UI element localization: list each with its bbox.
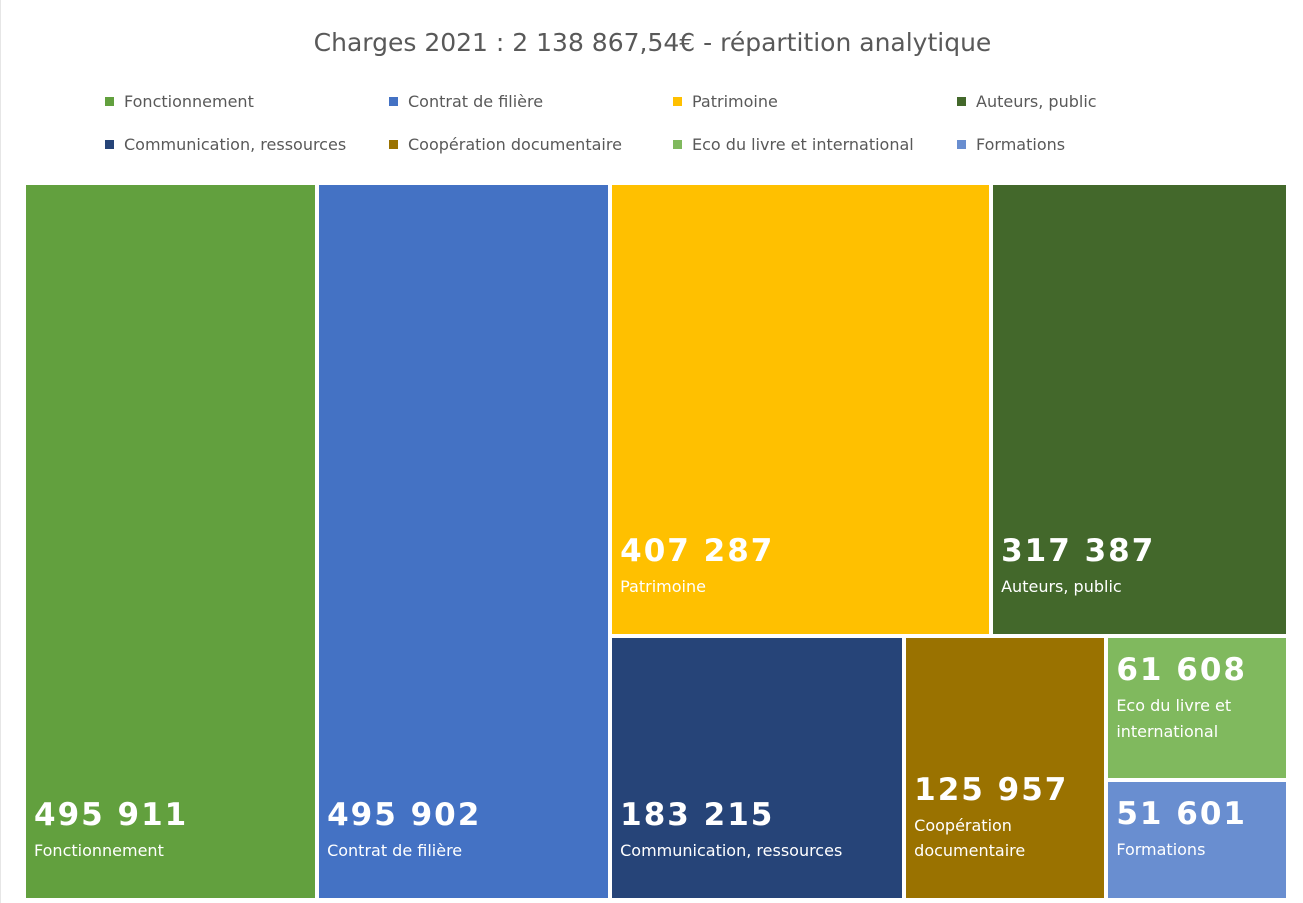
legend-label: Communication, ressources <box>124 135 347 154</box>
legend-swatch <box>957 97 966 106</box>
data-label: 51 601 <box>1116 795 1247 832</box>
cell-label: Auteurs, public <box>1001 577 1122 597</box>
legend-label: Eco du livre et international <box>692 135 914 154</box>
data-label: 317 387 <box>1001 533 1156 570</box>
legend-swatch <box>673 97 682 106</box>
cell-label: Contrat de filière <box>327 841 463 861</box>
cell-label: Formations <box>1116 839 1206 859</box>
legend-item: Eco du livre et international <box>673 135 914 154</box>
chart-title: Charges 2021 : 2 138 867,54€ - répartiti… <box>313 28 992 57</box>
data-label: 125 957 <box>914 771 1069 808</box>
legend-item: Fonctionnement <box>105 92 254 111</box>
treemap-cell: 125 957 Coopération documentaire <box>904 635 1107 900</box>
legend-item: Coopération documentaire <box>389 135 622 154</box>
legend-swatch <box>389 97 398 106</box>
legend-item: Patrimoine <box>673 92 778 111</box>
legend-label: Contrat de filière <box>408 92 544 111</box>
legend-item: Formations <box>957 135 1065 154</box>
data-label: 495 911 <box>34 797 189 834</box>
legend-label: Patrimoine <box>692 92 778 111</box>
data-label: 407 287 <box>620 533 775 570</box>
legend-label: Fonctionnement <box>124 92 254 111</box>
legend-swatch <box>673 140 682 149</box>
treemap-cell: 495 902 Contrat de filière <box>317 183 611 900</box>
treemap-cell: 51 601 Formations <box>1106 779 1288 900</box>
legend-swatch <box>389 140 398 149</box>
cell-label: Communication, ressources <box>620 841 843 861</box>
legend-swatch <box>105 140 114 149</box>
data-label: 183 215 <box>620 797 775 834</box>
legend-item: Communication, ressources <box>105 135 346 154</box>
legend-swatch <box>105 97 114 106</box>
legend-label: Formations <box>976 135 1066 154</box>
data-label: 495 902 <box>327 797 482 834</box>
legend-item: Contrat de filière <box>389 92 543 111</box>
cell-label: Eco du livre et international <box>1116 696 1232 741</box>
treemap-cell: 183 215 Communication, ressources <box>610 635 905 900</box>
legend-item: Auteurs, public <box>957 92 1097 111</box>
treemap-cell: 407 287 Patrimoine <box>610 183 992 636</box>
data-label: 61 608 <box>1116 651 1247 688</box>
cell-label: Patrimoine <box>620 577 706 597</box>
cell-label: Coopération documentaire <box>914 815 1026 861</box>
legend-swatch <box>957 140 966 149</box>
treemap-cell: 61 608 Eco du livre et international <box>1106 635 1288 780</box>
treemap-cell: 317 387 Auteurs, public <box>991 183 1288 636</box>
legend-label: Auteurs, public <box>976 92 1097 111</box>
treemap-cell: 495 911 Fonctionnement <box>24 183 318 900</box>
cell-label: Fonctionnement <box>34 841 164 861</box>
legend-label: Coopération documentaire <box>408 135 622 154</box>
